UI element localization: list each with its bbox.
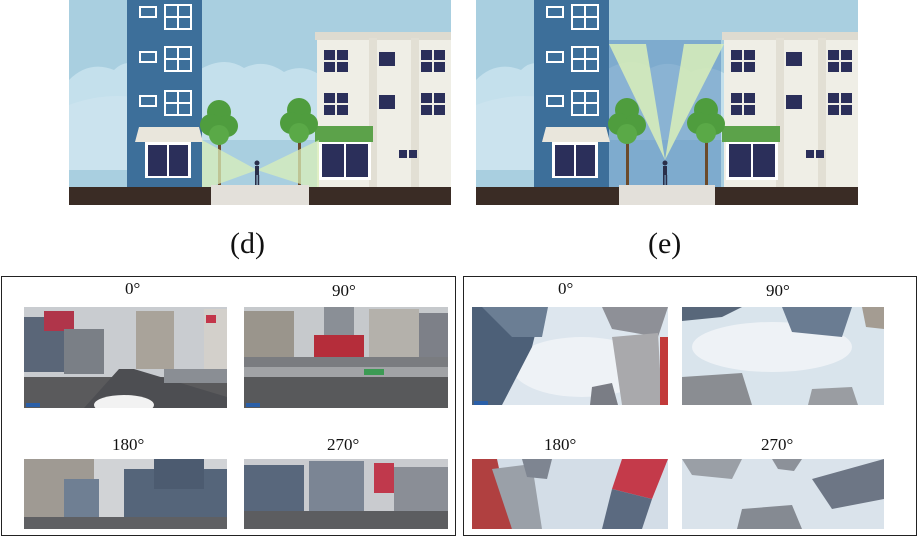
angle-label: 180° <box>112 435 145 454</box>
angle-label: 0° <box>558 279 574 298</box>
angle-label: 270° <box>761 435 794 454</box>
sky-photo-0 <box>472 307 668 405</box>
street-photo-90 <box>244 307 448 408</box>
angle-label: 0° <box>125 279 141 298</box>
angle-label: 90° <box>766 281 790 300</box>
sky-photo-90 <box>682 307 884 405</box>
scene-e-illustration <box>476 0 858 205</box>
angle-label: 270° <box>327 435 360 454</box>
angle-label: 90° <box>332 281 356 300</box>
street-photo-180 <box>24 459 227 529</box>
street-view-panel: 0° 90° 180° 270° <box>1 276 456 536</box>
angle-label: 180° <box>544 435 577 454</box>
street-photo-270 <box>244 459 448 529</box>
caption-d: (d) <box>230 227 265 260</box>
caption-e: (e) <box>648 227 682 260</box>
sky-view-panel: 0° 90° 180° 270° <box>463 276 917 536</box>
sky-photo-270 <box>682 459 884 529</box>
sky-photo-180 <box>472 459 668 529</box>
scene-d-illustration <box>69 0 451 205</box>
street-photo-0 <box>24 307 227 408</box>
